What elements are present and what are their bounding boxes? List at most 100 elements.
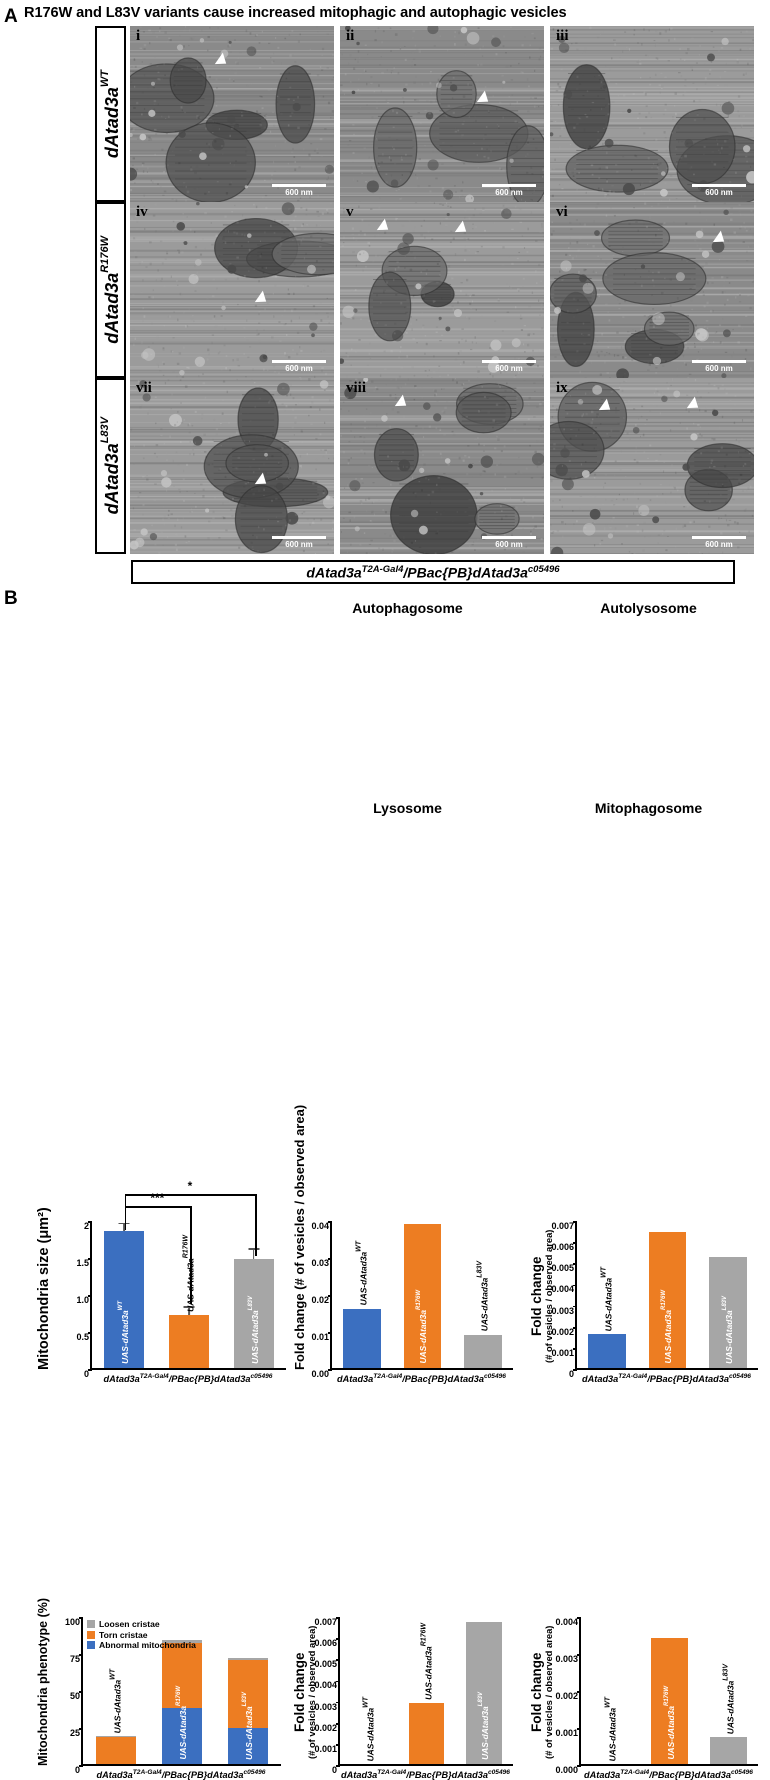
chart-bar[interactable] <box>169 1315 209 1368</box>
significance-bracket-tick <box>255 1194 257 1256</box>
scale-bar: 600 nm <box>482 536 536 549</box>
chart-bar-slot: UAS-dAtad3aL83V <box>698 1222 758 1368</box>
chart-y-axis-label-primary: Fold change <box>529 1222 544 1370</box>
chart-x-axis-caption: dAtad3aT2A-Gal4/PBac{PB}dAtad3ac05496 <box>557 1373 770 1384</box>
chart-x-axis-caption: dAtad3aT2A-Gal4/PBac{PB}dAtad3ac05496 <box>561 1769 770 1780</box>
chart-bars: UAS-dAtad3aWT UAS-dAtad3aR176W UAS-dAtad3a… <box>340 1618 513 1764</box>
chart-y-axis-label-primary: Fold change <box>292 1618 307 1766</box>
chart-bar[interactable] <box>409 1703 445 1764</box>
panel-numeral-label: i <box>136 28 140 45</box>
scale-bar: 600 nm <box>482 360 536 373</box>
significance-bracket-line <box>125 1206 190 1208</box>
em-micrograph-ix: ix 600 nm <box>550 378 754 554</box>
em-micrograph-v: v 600 nm <box>340 202 544 378</box>
scale-bar-line <box>482 184 536 187</box>
chart-bar-genotype-label: UAS-dAtad3aWT <box>362 1697 375 1761</box>
chart-bar-slot: UAS-dAtad3aL83V <box>221 1222 286 1368</box>
genotype-text: dAtad3aT2A-Gal4/PBac{PB}dAtad3ac05496 <box>306 564 559 581</box>
chart-bar-genotype-label: UAS-dAtad3aWT <box>604 1697 617 1761</box>
row-label-base: dAtad3a <box>102 273 122 344</box>
scale-bar-line <box>482 360 536 363</box>
chart-y-axis-label: Fold change (# of vesicles / observed ar… <box>292 1222 307 1370</box>
chart-y-axis-label: Mitochondria size (μm²) <box>36 1222 52 1370</box>
chart-y-tick-mark <box>88 1369 92 1371</box>
scale-bar-label: 600 nm <box>482 540 536 549</box>
panel-numeral-label: v <box>346 204 354 221</box>
scale-bar-label: 600 nm <box>482 364 536 373</box>
panel-b-letter: B <box>4 588 18 610</box>
panel-numeral-label: viii <box>346 380 366 397</box>
genotype-row-label-2: dAtad3aR176W <box>95 202 126 378</box>
chart-y-axis-label-secondary: (# of vesicles / observed area) <box>543 1618 554 1766</box>
row-label-superscript: R176W <box>99 236 111 273</box>
scale-bar-label: 600 nm <box>272 364 326 373</box>
chart-x-axis-caption: dAtad3aT2A-Gal4/PBac{PB}dAtad3ac05496 <box>320 1769 531 1780</box>
panel-a-letter: A <box>4 6 18 28</box>
scale-bar-label: 600 nm <box>692 540 746 549</box>
chart-bar-genotype-label: UAS-dAtad3aL83V <box>478 1692 490 1760</box>
chart-bar-genotype-label: UAS-dAtad3aR176W <box>664 1686 676 1760</box>
chart-x-axis-caption: dAtad3aT2A-Gal4/PBac{PB}dAtad3ac05496 <box>63 1769 299 1780</box>
panel-a-genotype-bar: dAtad3aT2A-Gal4/PBac{PB}dAtad3ac05496 <box>131 560 735 584</box>
scale-bar-line <box>692 536 746 539</box>
chart-bar-slot: UAS-dAtad3aL83V <box>453 1222 513 1368</box>
chart-error-bar <box>253 1250 255 1260</box>
chart-bar[interactable] <box>588 1334 625 1368</box>
chart-bar[interactable] <box>464 1335 501 1368</box>
scale-bar-line <box>692 360 746 363</box>
chart-y-axis-label-primary: Fold change <box>529 1618 544 1766</box>
chart-bar-genotype-label: UAS-dAtad3aWT <box>356 1241 369 1305</box>
chart-bar-slot: UAS-dAtad3aR176W <box>398 1618 456 1764</box>
em-micrograph-viii: viii 600 nm <box>340 378 544 554</box>
chart-bar[interactable] <box>343 1309 380 1368</box>
chart-y-tick-mark <box>577 1765 581 1767</box>
chart-y-tick-mark <box>79 1765 83 1767</box>
significance-bracket-tick <box>125 1194 127 1210</box>
scale-bar: 600 nm <box>272 536 326 549</box>
chart-x-axis-caption: dAtad3aT2A-Gal4/PBac{PB}dAtad3ac05496 <box>72 1373 304 1384</box>
chart-bar-slot: UAS-dAtad3aR176W <box>637 1222 697 1368</box>
row-label-base: dAtad3a <box>102 444 122 515</box>
chart-bar-genotype-label: UAS-dAtad3aL83V <box>248 1296 260 1364</box>
chart-bar[interactable] <box>96 1736 137 1764</box>
scale-bar-label: 600 nm <box>692 188 746 197</box>
chart-bar-slot: UAS-dAtad3aWT <box>581 1618 640 1764</box>
chart-legend-swatch <box>87 1641 95 1649</box>
chart-bar-slot: UAS-dAtad3aL83V <box>215 1618 281 1764</box>
chart-bar-genotype-label: UAS-dAtad3aR176W <box>417 1290 429 1364</box>
chart-legend-swatch <box>87 1620 95 1628</box>
chart-bar-slot: UAS-dAtad3aR176W <box>157 1222 222 1368</box>
chart-bar-genotype-label: UAS-dAtad3aR176W <box>183 1235 196 1312</box>
chart-bar-genotype-label: UAS-dAtad3aL83V <box>242 1692 254 1760</box>
panel-a-title: R176W and L83V variants cause increased … <box>24 5 769 21</box>
chart-legend-swatch <box>87 1631 95 1639</box>
chart-title: Lysosome <box>290 800 525 816</box>
chart-bar[interactable] <box>710 1737 747 1764</box>
significance-star: * <box>188 1179 193 1193</box>
panel-numeral-label: ix <box>556 380 568 397</box>
scale-bar-line <box>272 360 326 363</box>
scale-bar-label: 600 nm <box>272 188 326 197</box>
genotype-row-label-3: dAtad3aL83V <box>95 378 126 554</box>
scale-bar-line <box>272 536 326 539</box>
chart-bar-genotype-label: UAS-dAtad3aR176W <box>176 1686 188 1760</box>
scale-bar: 600 nm <box>692 360 746 373</box>
chart-bar-genotype-label: UAS-dAtad3aWT <box>118 1301 130 1364</box>
scale-bar: 600 nm <box>692 536 746 549</box>
scale-bar-line <box>482 536 536 539</box>
